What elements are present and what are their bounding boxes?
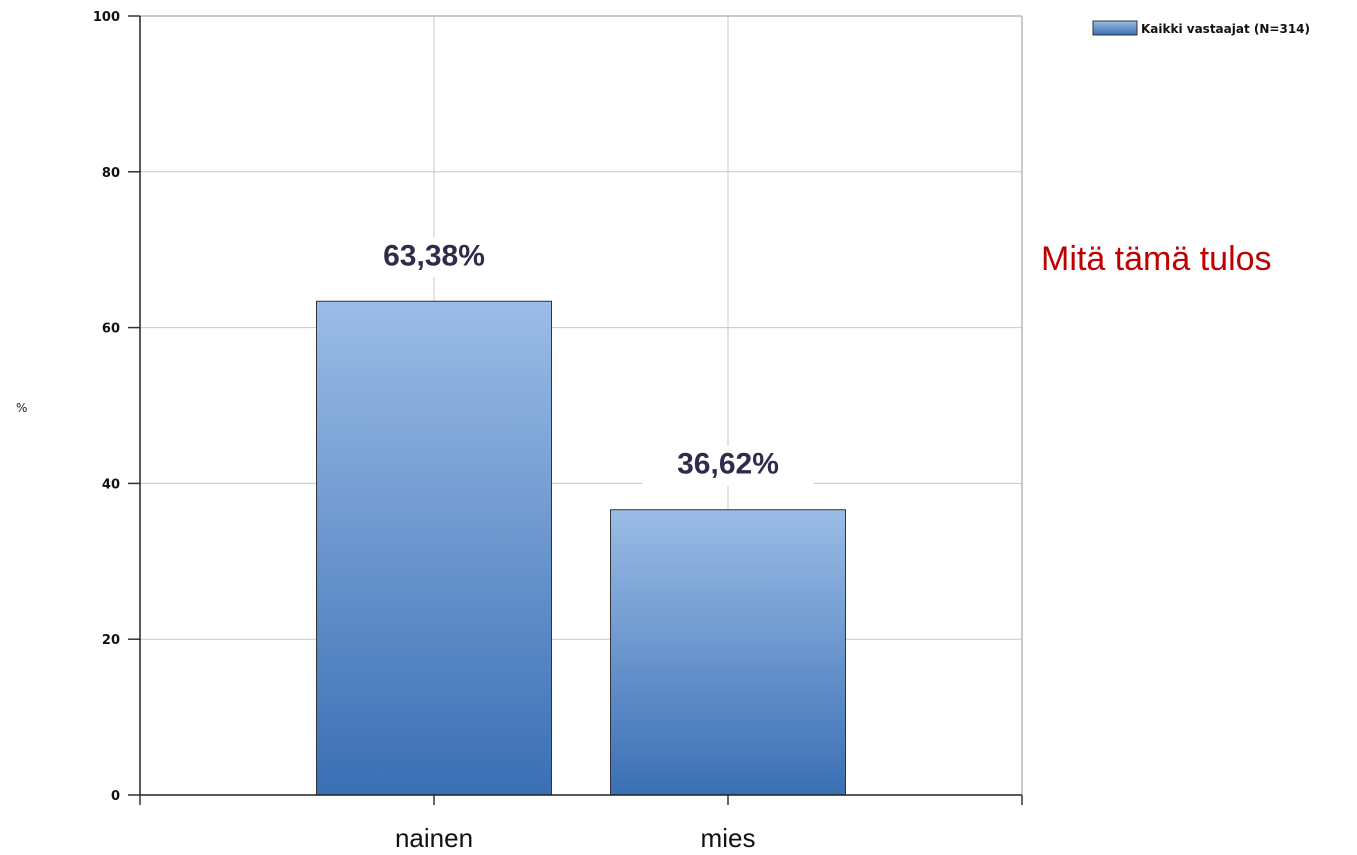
bar-nainen	[316, 300, 552, 796]
y-tick-label: 40	[102, 477, 120, 492]
data-label-bg	[642, 445, 814, 486]
annotation-text: Mitä tämä tulos	[1041, 240, 1272, 278]
axes: 0 20 40 60 80 100 nainen mies	[93, 10, 1023, 853]
y-tick-label: 80	[102, 166, 120, 181]
y-tick-label: 0	[111, 789, 120, 804]
legend-label: Kaikki vastaajat (N=314)	[1141, 22, 1310, 36]
x-tick-label: nainen	[395, 823, 473, 853]
legend: Kaikki vastaajat (N=314)	[1092, 20, 1310, 36]
x-tick-label: mies	[701, 823, 756, 853]
data-label: 63,38%	[383, 239, 485, 272]
legend-swatch	[1092, 20, 1138, 36]
gridlines	[140, 15, 1022, 795]
data-labels: 63,38% 36,62%	[348, 237, 814, 486]
data-label: 36,62%	[677, 448, 779, 481]
y-tick-label: 60	[102, 322, 120, 337]
plot-frame	[140, 15, 1023, 795]
bars	[316, 300, 846, 796]
y-tick-label: 100	[93, 10, 120, 25]
y-axis-label: %	[16, 401, 27, 415]
bar-mies	[610, 509, 846, 796]
data-label-bg	[348, 237, 520, 278]
y-tick-label: 20	[102, 633, 120, 648]
